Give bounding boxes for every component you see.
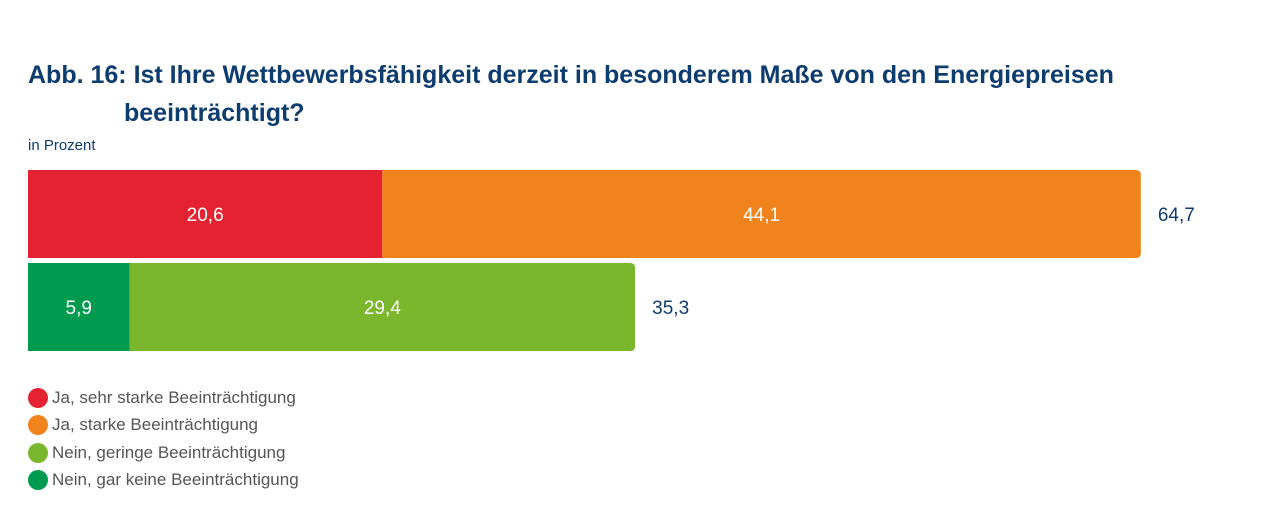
legend-item-1: Ja, sehr starke Beeinträchtigung — [28, 384, 299, 412]
bar-1-segment-1 — [28, 170, 383, 258]
chart-subtitle: in Prozent — [28, 137, 96, 154]
bar-2-segment-2-label: 29,4 — [364, 298, 401, 319]
legend-label-4: Nein, gar keine Beeinträchtigung — [52, 470, 299, 490]
bar-1-segment-1-label: 20,6 — [187, 205, 224, 226]
legend-item-2: Ja, starke Beeinträchtigung — [28, 412, 299, 440]
bar-2-segment-1-label: 5,9 — [66, 298, 92, 319]
bar-1-total-label: 64,7 — [1158, 205, 1195, 226]
legend-swatch-4 — [28, 470, 48, 491]
legend-item-4: Nein, gar keine Beeinträchtigung — [28, 467, 299, 495]
legend-label-1: Ja, sehr starke Beeinträchtigung — [52, 387, 296, 407]
legend-swatch-2 — [28, 415, 48, 436]
bar-1-segment-2-label: 44,1 — [743, 205, 780, 226]
chart-title: Abb. 16: Ist Ihre Wettbewerbsfähigkeit d… — [28, 56, 1114, 132]
legend-label-3: Nein, geringe Beeinträchtigung — [52, 442, 286, 462]
stacked-bar-chart: 20,6 44,1 64,7 5,9 29,4 35,3 — [28, 170, 1195, 351]
chart-title-line-1: Abb. 16: Ist Ihre Wettbewerbsfähigkeit d… — [28, 61, 1114, 89]
legend-swatch-1 — [28, 387, 48, 408]
bar-2-segment-1 — [28, 263, 130, 351]
bar-2-segment-2 — [129, 263, 636, 351]
chart-legend: Ja, sehr starke Beeinträchtigung Ja, star… — [28, 384, 299, 494]
chart-title-line-2: beeinträchtigt? — [124, 99, 305, 127]
legend-label-2: Ja, starke Beeinträchtigung — [52, 415, 259, 435]
bar-1-segment-2 — [382, 170, 1141, 258]
bar-2-total-label: 35,3 — [652, 298, 689, 319]
legend-item-3: Nein, geringe Beeinträchtigung — [28, 439, 299, 467]
legend-swatch-3 — [28, 442, 48, 463]
